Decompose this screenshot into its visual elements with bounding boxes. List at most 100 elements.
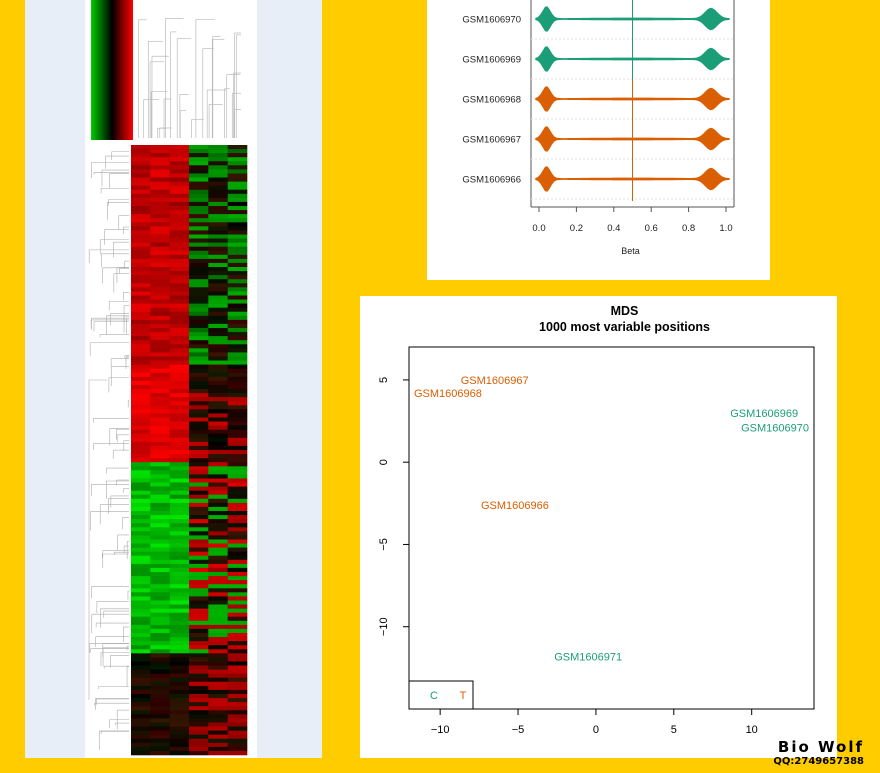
heatmap-cell bbox=[131, 677, 151, 683]
heatmap-cell bbox=[227, 547, 248, 552]
mds-subtitle: 1000 most variable positions bbox=[539, 320, 710, 334]
heatmap-cell bbox=[150, 315, 170, 321]
mds-x-tick-label: 5 bbox=[671, 724, 677, 736]
heatmap-cell bbox=[131, 279, 151, 284]
heatmap-cell bbox=[227, 279, 248, 284]
mds-x-tick-label: −10 bbox=[431, 724, 450, 736]
heatmap-cell bbox=[227, 275, 248, 280]
heatmap-cell bbox=[150, 673, 170, 679]
heatmap-cell bbox=[169, 323, 190, 329]
heatmap-cell bbox=[227, 645, 248, 650]
heatmap-cell bbox=[169, 689, 190, 695]
heatmap-cell bbox=[131, 559, 151, 565]
heatmap-cell bbox=[227, 450, 248, 455]
heatmap-cell bbox=[131, 393, 151, 398]
heatmap-cell bbox=[150, 730, 170, 735]
heatmap-cell bbox=[169, 462, 190, 467]
violin-chart: GSM1606970 GSM1606969 GSM1606968 GSM1606967… bbox=[462, 0, 735, 256]
heatmap-cell bbox=[189, 425, 209, 430]
heatmap-cell bbox=[150, 608, 170, 613]
heatmap-cell bbox=[169, 616, 190, 622]
heatmap-cell bbox=[227, 633, 248, 638]
heatmap-cell bbox=[131, 462, 151, 467]
heatmap-cell bbox=[131, 299, 151, 304]
heatmap-cell bbox=[189, 547, 209, 552]
mds-x-tick-label: −5 bbox=[512, 724, 525, 736]
heatmap-cell bbox=[131, 710, 151, 715]
heatmap-cell bbox=[227, 214, 248, 219]
heatmap-cell bbox=[227, 726, 248, 731]
heatmap-cell bbox=[208, 681, 228, 687]
heatmap-cell bbox=[189, 730, 209, 735]
heatmap-cell bbox=[227, 332, 248, 337]
heatmap-cell bbox=[208, 246, 228, 252]
heatmap-cell bbox=[189, 726, 209, 731]
heatmap-cell bbox=[189, 694, 209, 699]
heatmap-cell bbox=[131, 478, 151, 483]
heatmap-cell bbox=[131, 511, 151, 516]
heatmap-cell bbox=[169, 206, 190, 211]
heatmap-cell bbox=[208, 637, 228, 642]
heatmap-cell bbox=[150, 750, 170, 756]
heatmap-cell bbox=[169, 470, 190, 475]
heatmap-cell bbox=[131, 576, 151, 581]
heatmap-cell bbox=[150, 222, 170, 227]
heatmap-cell bbox=[208, 421, 228, 426]
heatmap-cell bbox=[189, 498, 209, 504]
heatmap-cell bbox=[208, 201, 228, 207]
heatmap-cell bbox=[208, 384, 228, 390]
heatmap-cell bbox=[150, 572, 170, 577]
heatmap-cell bbox=[208, 153, 228, 158]
heatmap-cell bbox=[169, 319, 190, 325]
heatmap-cell bbox=[169, 559, 190, 565]
heatmap-cell bbox=[189, 405, 209, 410]
heatmap-cell bbox=[208, 352, 228, 357]
heatmap-cell bbox=[150, 559, 170, 565]
heatmap-cell bbox=[150, 677, 170, 683]
heatmap-cell bbox=[208, 677, 228, 683]
heatmap-cell bbox=[208, 226, 228, 231]
heatmap-cell bbox=[169, 730, 190, 735]
heatmap-cell bbox=[150, 181, 170, 186]
heatmap-cell bbox=[131, 437, 151, 443]
heatmap-cell bbox=[189, 271, 209, 276]
heatmap-cells bbox=[131, 145, 248, 756]
heatmap-cell bbox=[227, 206, 248, 211]
heatmap-cell bbox=[131, 474, 151, 479]
heatmap-cell bbox=[208, 600, 228, 605]
heatmap-cell bbox=[169, 368, 190, 374]
heatmap-cell bbox=[189, 616, 209, 622]
heatmap-cell bbox=[150, 165, 170, 170]
heatmap-cell bbox=[227, 169, 248, 174]
heatmap-cell bbox=[189, 328, 209, 333]
heatmap-cell bbox=[169, 279, 190, 284]
heatmap-cell bbox=[131, 458, 151, 463]
heatmap-cell bbox=[227, 145, 248, 150]
heatmap-cell bbox=[227, 287, 248, 292]
heatmap-cell bbox=[189, 588, 209, 593]
heatmap-cell bbox=[169, 523, 190, 528]
mds-point-label: GSM1606968 bbox=[414, 388, 482, 400]
mds-y-tick-label: 0 bbox=[378, 459, 390, 465]
heatmap-cell bbox=[189, 230, 209, 235]
heatmap-cell bbox=[169, 303, 190, 308]
heatmap-cell bbox=[227, 295, 248, 300]
heatmap-cell bbox=[208, 726, 228, 731]
heatmap-cell bbox=[227, 405, 248, 410]
heatmap-cell bbox=[131, 515, 151, 520]
heatmap-cell bbox=[131, 214, 151, 219]
heatmap-cell bbox=[169, 413, 190, 418]
heatmap-cell bbox=[169, 405, 190, 410]
heatmap-cell bbox=[227, 498, 248, 504]
heatmap-cell bbox=[169, 474, 190, 479]
heatmap-cell bbox=[131, 291, 151, 296]
heatmap-cell bbox=[208, 506, 228, 512]
heatmap-cell bbox=[227, 572, 248, 577]
heatmap-cell bbox=[189, 238, 209, 243]
heatmap-cell bbox=[227, 596, 248, 601]
heatmap-cell bbox=[189, 311, 209, 317]
heatmap-cell bbox=[227, 177, 248, 182]
heatmap-cell bbox=[227, 535, 248, 540]
heatmap-cell bbox=[208, 698, 228, 703]
heatmap-cell bbox=[150, 295, 170, 300]
